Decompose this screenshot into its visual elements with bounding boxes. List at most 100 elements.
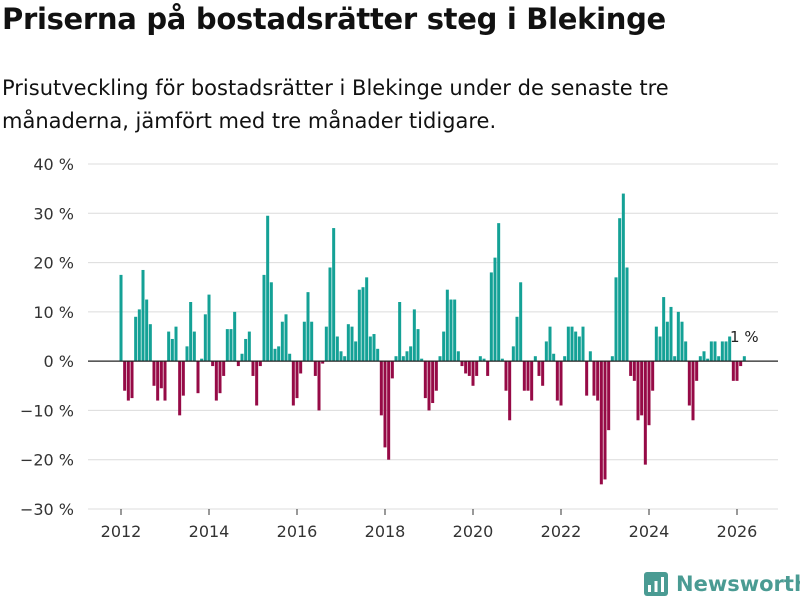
bar bbox=[530, 361, 534, 401]
bar bbox=[192, 331, 196, 362]
bar bbox=[713, 341, 717, 362]
bar bbox=[676, 311, 680, 362]
bar bbox=[141, 269, 145, 362]
x-tick-label: 2012 bbox=[101, 522, 142, 541]
bar bbox=[266, 215, 270, 362]
bar bbox=[537, 361, 541, 376]
bar bbox=[152, 361, 156, 386]
bar bbox=[596, 361, 600, 401]
bar bbox=[372, 334, 376, 362]
bar bbox=[247, 331, 251, 362]
bar bbox=[563, 356, 567, 362]
bar bbox=[475, 361, 479, 376]
bar bbox=[680, 321, 684, 362]
bar bbox=[170, 338, 174, 362]
y-tick-label: −30 % bbox=[20, 500, 74, 519]
bar bbox=[717, 356, 721, 362]
bar bbox=[651, 361, 655, 391]
y-tick-label: −10 % bbox=[20, 401, 74, 420]
chart-subtitle: Prisutveckling för bostadsrätter i Bleki… bbox=[2, 76, 669, 133]
bar bbox=[434, 361, 438, 391]
bar bbox=[555, 361, 559, 401]
bar bbox=[724, 341, 728, 362]
bar bbox=[178, 361, 182, 416]
bar bbox=[526, 361, 530, 391]
bar bbox=[442, 331, 446, 362]
bar bbox=[189, 302, 193, 362]
y-tick-label: 40 % bbox=[33, 155, 74, 174]
bar bbox=[398, 302, 402, 362]
bar bbox=[225, 329, 229, 362]
bar bbox=[284, 314, 288, 362]
bar bbox=[742, 356, 746, 362]
bar bbox=[387, 361, 391, 460]
y-tick-label: 0 % bbox=[44, 352, 74, 371]
bar bbox=[592, 361, 596, 396]
bar bbox=[416, 329, 420, 362]
bar bbox=[302, 321, 306, 362]
bar bbox=[196, 361, 200, 394]
bar bbox=[515, 316, 519, 362]
bar bbox=[379, 361, 383, 416]
bar bbox=[607, 361, 611, 431]
x-tick-label: 2024 bbox=[629, 522, 670, 541]
bar bbox=[552, 353, 556, 362]
bar bbox=[383, 361, 387, 448]
bar bbox=[328, 267, 332, 362]
bar bbox=[544, 341, 548, 362]
bar bbox=[687, 361, 691, 406]
bar bbox=[163, 361, 167, 401]
bar bbox=[167, 331, 171, 362]
bar bbox=[559, 361, 563, 406]
bar bbox=[280, 321, 284, 362]
newsworthy-brand: Newsworthy bbox=[644, 570, 800, 598]
bar bbox=[467, 361, 471, 376]
bar bbox=[709, 341, 713, 362]
bar bbox=[431, 361, 435, 404]
bar bbox=[200, 358, 204, 362]
bar bbox=[229, 329, 233, 362]
bar bbox=[541, 361, 545, 386]
bar bbox=[291, 361, 295, 406]
bar bbox=[599, 361, 603, 485]
brand-name: Newsworthy bbox=[676, 572, 800, 596]
bar bbox=[376, 348, 380, 362]
bar bbox=[482, 358, 486, 362]
bar bbox=[306, 292, 310, 362]
bar bbox=[453, 299, 457, 362]
bar bbox=[240, 353, 244, 362]
bar bbox=[720, 341, 724, 362]
bar bbox=[519, 282, 523, 362]
bar bbox=[460, 361, 464, 367]
bar bbox=[203, 314, 207, 362]
bar bbox=[412, 309, 416, 362]
bar bbox=[130, 361, 134, 399]
bar bbox=[577, 336, 581, 362]
bar bbox=[449, 299, 453, 362]
y-axis-tick-labels: −30 % −20 % −10 % 0 % 10 % 20 % 30 % 40 % bbox=[20, 155, 74, 519]
bar bbox=[207, 294, 211, 362]
bar bbox=[456, 351, 460, 362]
bar bbox=[401, 356, 405, 362]
bar bbox=[156, 361, 160, 401]
bar bbox=[662, 297, 666, 362]
bar bbox=[148, 324, 152, 362]
bar bbox=[500, 358, 504, 362]
bar bbox=[361, 287, 365, 362]
bar bbox=[218, 361, 222, 394]
bar bbox=[618, 218, 622, 362]
x-tick-label: 2026 bbox=[717, 522, 758, 541]
bar bbox=[185, 346, 189, 362]
bar bbox=[684, 341, 688, 362]
bar bbox=[346, 324, 350, 362]
bar bbox=[233, 311, 237, 362]
bar bbox=[735, 361, 739, 381]
bar bbox=[409, 346, 413, 362]
bar bbox=[603, 361, 607, 480]
bar bbox=[332, 228, 336, 362]
bar bbox=[629, 361, 633, 376]
bar bbox=[420, 358, 424, 362]
bar bbox=[251, 361, 255, 376]
bar bbox=[728, 336, 732, 362]
bar bbox=[299, 361, 303, 374]
